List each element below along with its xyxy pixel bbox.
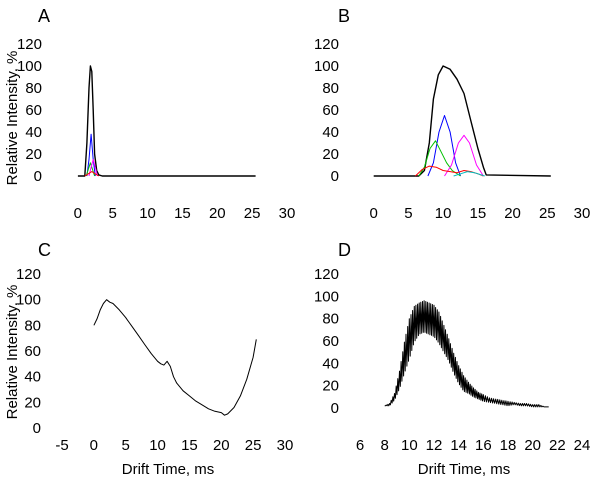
x-tick-label: 5 — [122, 437, 130, 454]
y-tick-label: 60 — [322, 102, 339, 119]
x-tick-label: -5 — [55, 437, 68, 454]
x-axis-label-c: Drift Time, ms — [122, 461, 215, 478]
x-tick-label: 20 — [213, 437, 230, 454]
series-line-component-2 — [418, 140, 461, 177]
y-tick-label: 60 — [24, 343, 41, 360]
series-line-component-4 — [84, 171, 100, 177]
x-tick-label: 30 — [277, 437, 294, 454]
series-line-total — [373, 65, 551, 177]
series-line-component-2 — [85, 162, 96, 177]
y-tick-label: 0 — [33, 420, 41, 437]
y-tick-label: 80 — [322, 311, 339, 328]
y-tick-label: 60 — [25, 102, 42, 119]
series-line-total — [77, 65, 256, 177]
series-line-component-5 — [453, 171, 485, 177]
y-tick-label: 100 — [314, 58, 339, 75]
series-line-component-3 — [444, 134, 484, 177]
y-tick-label: 0 — [331, 168, 339, 185]
x-tick-label: 0 — [370, 205, 378, 222]
y-tick-label: 120 — [314, 266, 339, 283]
x-tick-label: 10 — [435, 205, 452, 222]
y-tick-label: 40 — [25, 124, 42, 141]
x-tick-label: 5 — [109, 205, 117, 222]
panel-label-b: B — [338, 6, 350, 26]
series-line-component-1 — [86, 133, 96, 177]
x-tick-label: 8 — [380, 437, 388, 454]
x-tick-label: 14 — [450, 437, 467, 454]
x-tick-label: 10 — [149, 437, 166, 454]
chart-panel-c: 0 20 40 60 80 100 120 -5 0 5 10 15 20 25 30 — [16, 266, 293, 454]
y-tick-label: 80 — [322, 80, 339, 97]
chart-panel-b: 0 20 40 60 80 100 120 0 5 10 15 20 25 30 — [314, 36, 590, 222]
x-tick-label: 10 — [139, 205, 156, 222]
y-tick-label: 40 — [24, 369, 41, 386]
y-tick-label: 80 — [24, 317, 41, 334]
x-tick-label: 20 — [524, 437, 541, 454]
x-tick-label: 25 — [245, 437, 262, 454]
y-tick-label: 20 — [322, 146, 339, 163]
y-tick-label: 80 — [25, 80, 42, 97]
series-line-mobilogram — [384, 300, 549, 408]
x-tick-label: 20 — [209, 205, 226, 222]
x-tick-label: 15 — [181, 437, 198, 454]
x-tick-label: 0 — [90, 437, 98, 454]
y-tick-label: 120 — [314, 36, 339, 53]
x-tick-label: 24 — [574, 437, 591, 454]
panel-label-d: D — [338, 240, 351, 260]
y-tick-label: 100 — [16, 292, 41, 309]
x-tick-label: 10 — [401, 437, 418, 454]
x-tick-label: 18 — [500, 437, 517, 454]
series-line-mobilogram — [93, 299, 257, 416]
x-axis-label-d: Drift Time, ms — [418, 461, 511, 478]
x-tick-label: 12 — [426, 437, 443, 454]
y-tick-label: 20 — [322, 378, 339, 395]
x-tick-label: 20 — [504, 205, 521, 222]
y-tick-label: 60 — [322, 333, 339, 350]
y-tick-label: 100 — [17, 58, 42, 75]
chart-panel-a: 0 20 40 60 80 100 120 0 5 10 15 20 25 30 — [17, 36, 295, 222]
panel-label-c: C — [38, 240, 51, 260]
y-axis-label-bottom: Relative Intensity, % — [4, 285, 21, 420]
y-tick-label: 120 — [16, 266, 41, 283]
x-tick-label: 0 — [74, 205, 82, 222]
y-axis-label-top: Relative Intensity, % — [4, 51, 21, 186]
x-tick-label: 25 — [539, 205, 556, 222]
chart-panel-d: 0 20 40 60 80 100 120 6 8 10 12 14 16 18 20 22 24 — [314, 266, 590, 454]
x-tick-label: 16 — [475, 437, 492, 454]
series-line-component-1 — [427, 115, 461, 177]
x-tick-label: 25 — [244, 205, 261, 222]
x-tick-label: 22 — [549, 437, 566, 454]
x-tick-label: 5 — [404, 205, 412, 222]
y-tick-label: 20 — [25, 146, 42, 163]
y-tick-label: 120 — [17, 36, 42, 53]
x-tick-label: 6 — [356, 437, 364, 454]
y-tick-label: 0 — [34, 168, 42, 185]
x-tick-label: 15 — [174, 205, 191, 222]
panel-label-a: A — [38, 6, 50, 26]
series-line-component-3 — [88, 159, 98, 177]
y-tick-label: 40 — [322, 124, 339, 141]
y-tick-label: 40 — [322, 355, 339, 372]
y-tick-label: 0 — [331, 400, 339, 417]
x-tick-label: 15 — [470, 205, 487, 222]
x-tick-label: 30 — [574, 205, 591, 222]
y-tick-label: 100 — [314, 288, 339, 305]
y-tick-label: 20 — [24, 394, 41, 411]
x-tick-label: 30 — [279, 205, 296, 222]
